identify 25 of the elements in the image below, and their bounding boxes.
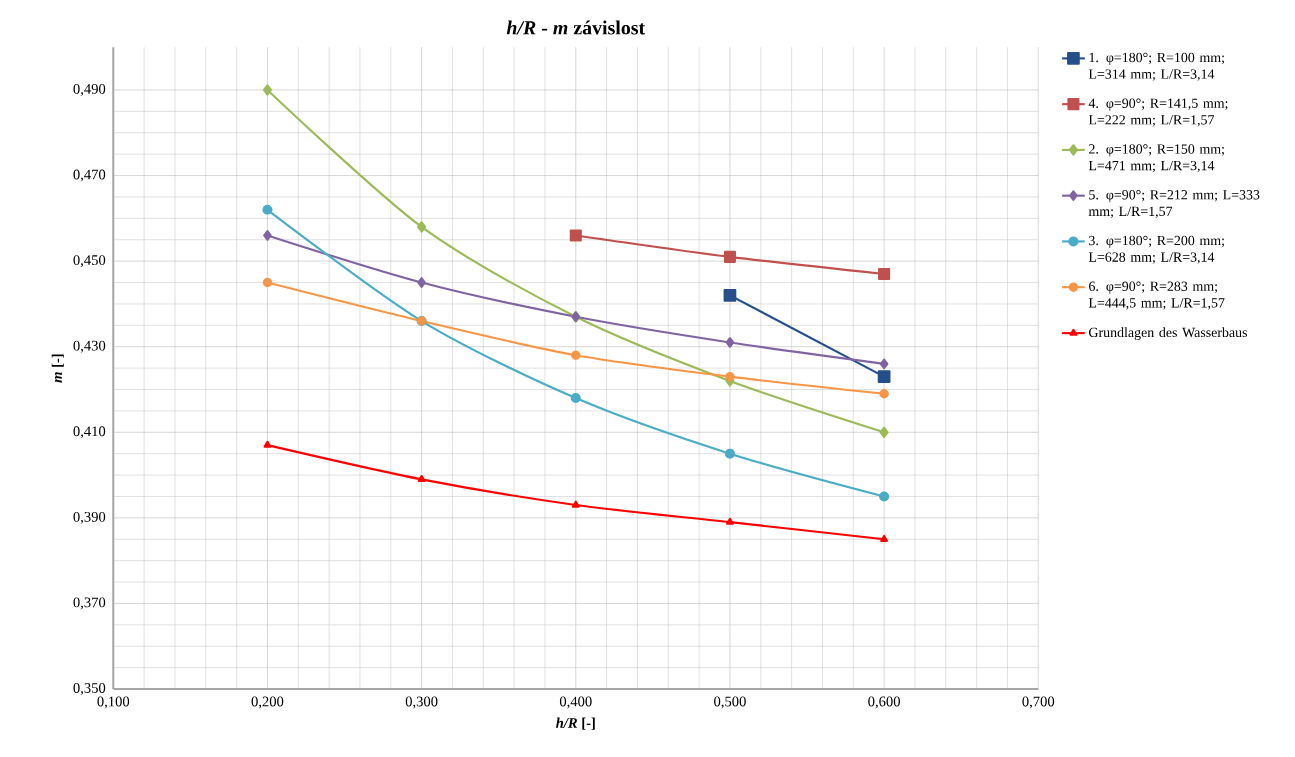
y-tick-label: 0,410 xyxy=(73,426,106,439)
legend-label: 3. φ=180°; R=200 mm; L=628 mm; L/R=3,14 xyxy=(1088,235,1224,264)
y-tick-label: 0,390 xyxy=(73,511,106,524)
y-axis-title: m [-] xyxy=(51,354,64,383)
x-axis-title: h/R [-] xyxy=(556,717,595,730)
x-tick-label: 0,400 xyxy=(559,696,592,709)
legend-label: 4. φ=90°; R=141,5 mm; L=222 mm; L/R=1,57 xyxy=(1088,98,1228,127)
legend-label: 1. φ=180°; R=100 mm; L=314 mm; L/R=3,14 xyxy=(1088,52,1224,81)
legend-label: 5. φ=90°; R=212 mm; L=333 mm; L/R=1,57 xyxy=(1088,190,1260,219)
x-tick-label: 0,700 xyxy=(1022,696,1055,709)
x-tick-label: 0,100 xyxy=(97,696,130,709)
x-tick-label: 0,300 xyxy=(405,696,438,709)
chart-title: h/R - m závislost xyxy=(506,20,646,35)
y-tick-label: 0,350 xyxy=(73,683,106,695)
y-tick-label: 0,370 xyxy=(73,597,106,610)
legend-label: 6. φ=90°; R=283 mm; L=444,5 mm; L/R=1,57 xyxy=(1088,281,1225,310)
y-tick-label: 0,490 xyxy=(73,84,106,96)
legend-label: Grundlagen des Wasserbaus xyxy=(1089,327,1248,340)
y-tick-label: 0,470 xyxy=(73,169,106,182)
x-tick-label: 0,500 xyxy=(714,696,746,709)
y-tick-label: 0,450 xyxy=(73,255,106,268)
y-tick-label: 0,430 xyxy=(73,340,106,353)
legend-label: 2. φ=180°; R=150 mm; L=471 mm; L/R=3,14 xyxy=(1088,144,1224,173)
x-tick-label: 0,600 xyxy=(868,696,900,709)
x-tick-label: 0,200 xyxy=(251,696,284,709)
